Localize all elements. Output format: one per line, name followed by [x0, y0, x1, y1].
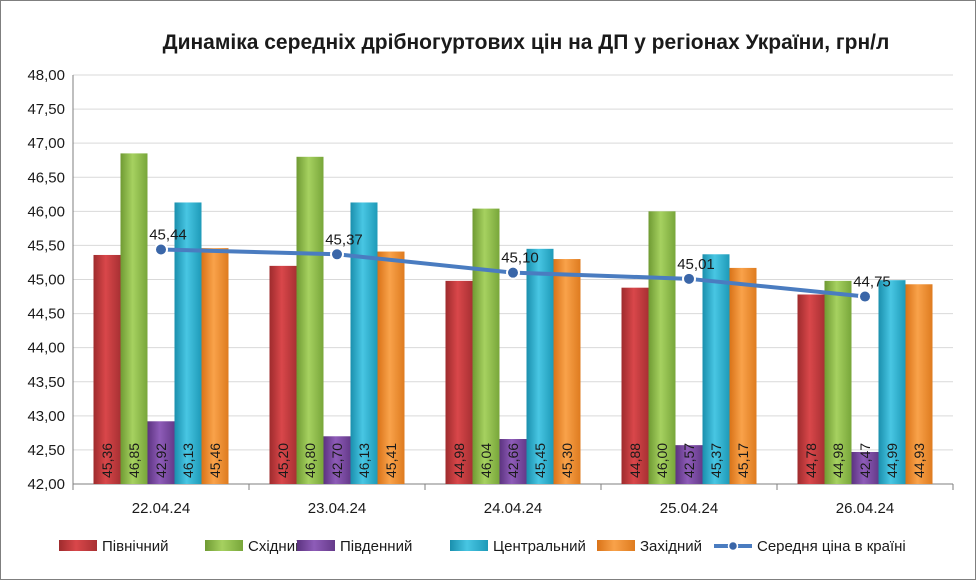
bar: [729, 267, 757, 484]
y-tick-label: 43,50: [27, 374, 65, 391]
bar-data-label: 45,30: [559, 443, 575, 478]
bar-data-label: 45,45: [532, 443, 548, 478]
y-tick-label: 45,00: [27, 272, 65, 289]
bar: [174, 202, 202, 484]
legend-swatch: [205, 540, 243, 551]
bar-data-label: 42,66: [505, 443, 521, 478]
y-tick-label: 44,00: [27, 340, 65, 357]
bar-data-label: 44,93: [911, 443, 927, 478]
bar: [878, 280, 906, 484]
bar: [621, 287, 649, 484]
legend-swatch: [59, 540, 97, 551]
bar: [905, 284, 933, 484]
x-tick-label: 23.04.24: [308, 500, 366, 517]
bar-data-label: 46,00: [654, 443, 670, 478]
average-data-label: 45,01: [677, 256, 715, 273]
bar-data-label: 45,46: [207, 443, 223, 478]
bar: [350, 202, 378, 484]
x-tick-label: 26.04.24: [836, 500, 894, 517]
bar: [472, 208, 500, 484]
average-data-label: 45,44: [149, 227, 187, 244]
bar: [797, 294, 825, 484]
bar: [269, 265, 297, 484]
bar-data-label: 45,41: [383, 443, 399, 478]
legend-swatch: [450, 540, 488, 551]
legend-entry: Південний: [340, 538, 412, 555]
y-tick-label: 47,50: [27, 101, 65, 118]
bar: [526, 248, 554, 484]
average-line: 45,44 45,37 45,10 45,01 44,75: [149, 227, 891, 304]
x-tick-label: 22.04.24: [132, 500, 190, 517]
y-tick-label: 44,50: [27, 306, 65, 323]
average-point: [506, 265, 520, 280]
bar-data-label: 42,92: [153, 443, 169, 478]
y-tick-label: 48,00: [27, 67, 65, 84]
bar: [377, 251, 405, 484]
x-tick-label: 25.04.24: [660, 500, 718, 517]
bar-data-label: 45,36: [99, 443, 115, 478]
y-tick-label: 46,50: [27, 169, 65, 186]
x-tick-label: 24.04.24: [484, 500, 542, 517]
bars: 45,36 45,20 44,98 44,88 44,78 46,85 46,80 46,04…: [93, 153, 933, 485]
bar-data-label: 45,37: [708, 443, 724, 478]
bar: [824, 280, 852, 484]
bar-data-label: 44,78: [803, 443, 819, 478]
bar-data-label: 45,17: [735, 443, 751, 478]
bar-data-label: 46,80: [302, 443, 318, 478]
average-point: [330, 247, 344, 262]
legend-swatch: [597, 540, 635, 551]
average-point: [682, 271, 696, 286]
chart-title: Динаміка середніх дрібногуртових цін на …: [163, 31, 890, 54]
x-axis: 22.04.24 23.04.24 24.04.24 25.04.24 26.04.24: [132, 500, 894, 517]
bar: [120, 153, 148, 484]
bar-data-label: 44,99: [884, 443, 900, 478]
bar-data-label: 46,13: [356, 443, 372, 478]
average-point: [154, 242, 168, 257]
bar-data-label: 46,85: [126, 443, 142, 478]
average-data-label: 44,75: [853, 274, 891, 291]
legend-entry: Західний: [640, 538, 702, 555]
bar: [553, 259, 581, 484]
bar: [201, 248, 229, 484]
legend-entry: Східний: [248, 538, 303, 555]
legend-entry: Центральний: [493, 538, 586, 555]
y-tick-label: 46,00: [27, 203, 65, 220]
bar-data-label: 44,88: [627, 443, 643, 478]
y-axis: 42,00 42,50 43,00 43,50 44,00 44,50 45,00 45,50…: [27, 67, 65, 493]
bar-data-label: 42,47: [857, 443, 873, 478]
bar: [445, 280, 473, 484]
legend-entry: Середня ціна в країні: [757, 538, 906, 555]
bar-data-label: 46,04: [478, 443, 494, 478]
bar-data-label: 46,13: [180, 443, 196, 478]
bar: [296, 156, 324, 485]
legend-entry: Північний: [102, 538, 169, 555]
legend: Північний Східний Південний Центральний Захі…: [59, 538, 906, 555]
y-tick-label: 47,00: [27, 135, 65, 152]
bar: [93, 254, 121, 484]
bar: [675, 445, 703, 484]
bar-data-label: 42,57: [681, 443, 697, 478]
bar: [648, 211, 676, 485]
bar-data-label: 45,20: [275, 443, 291, 478]
bar-data-label: 44,98: [830, 443, 846, 478]
bar: [702, 254, 730, 484]
average-data-label: 45,10: [501, 250, 539, 267]
bar: [323, 436, 351, 484]
bar: [851, 451, 879, 484]
y-tick-label: 43,00: [27, 408, 65, 425]
y-tick-label: 45,50: [27, 237, 65, 254]
bar: [147, 421, 175, 484]
bar-data-label: 44,98: [451, 443, 467, 478]
y-tick-label: 42,00: [27, 476, 65, 493]
bar: [499, 439, 527, 484]
average-data-label: 45,37: [325, 231, 363, 248]
bar-data-label: 42,70: [329, 443, 345, 478]
legend-line-marker: [727, 540, 739, 552]
y-tick-label: 42,50: [27, 442, 65, 459]
average-point: [858, 289, 872, 304]
legend-swatch: [297, 540, 335, 551]
